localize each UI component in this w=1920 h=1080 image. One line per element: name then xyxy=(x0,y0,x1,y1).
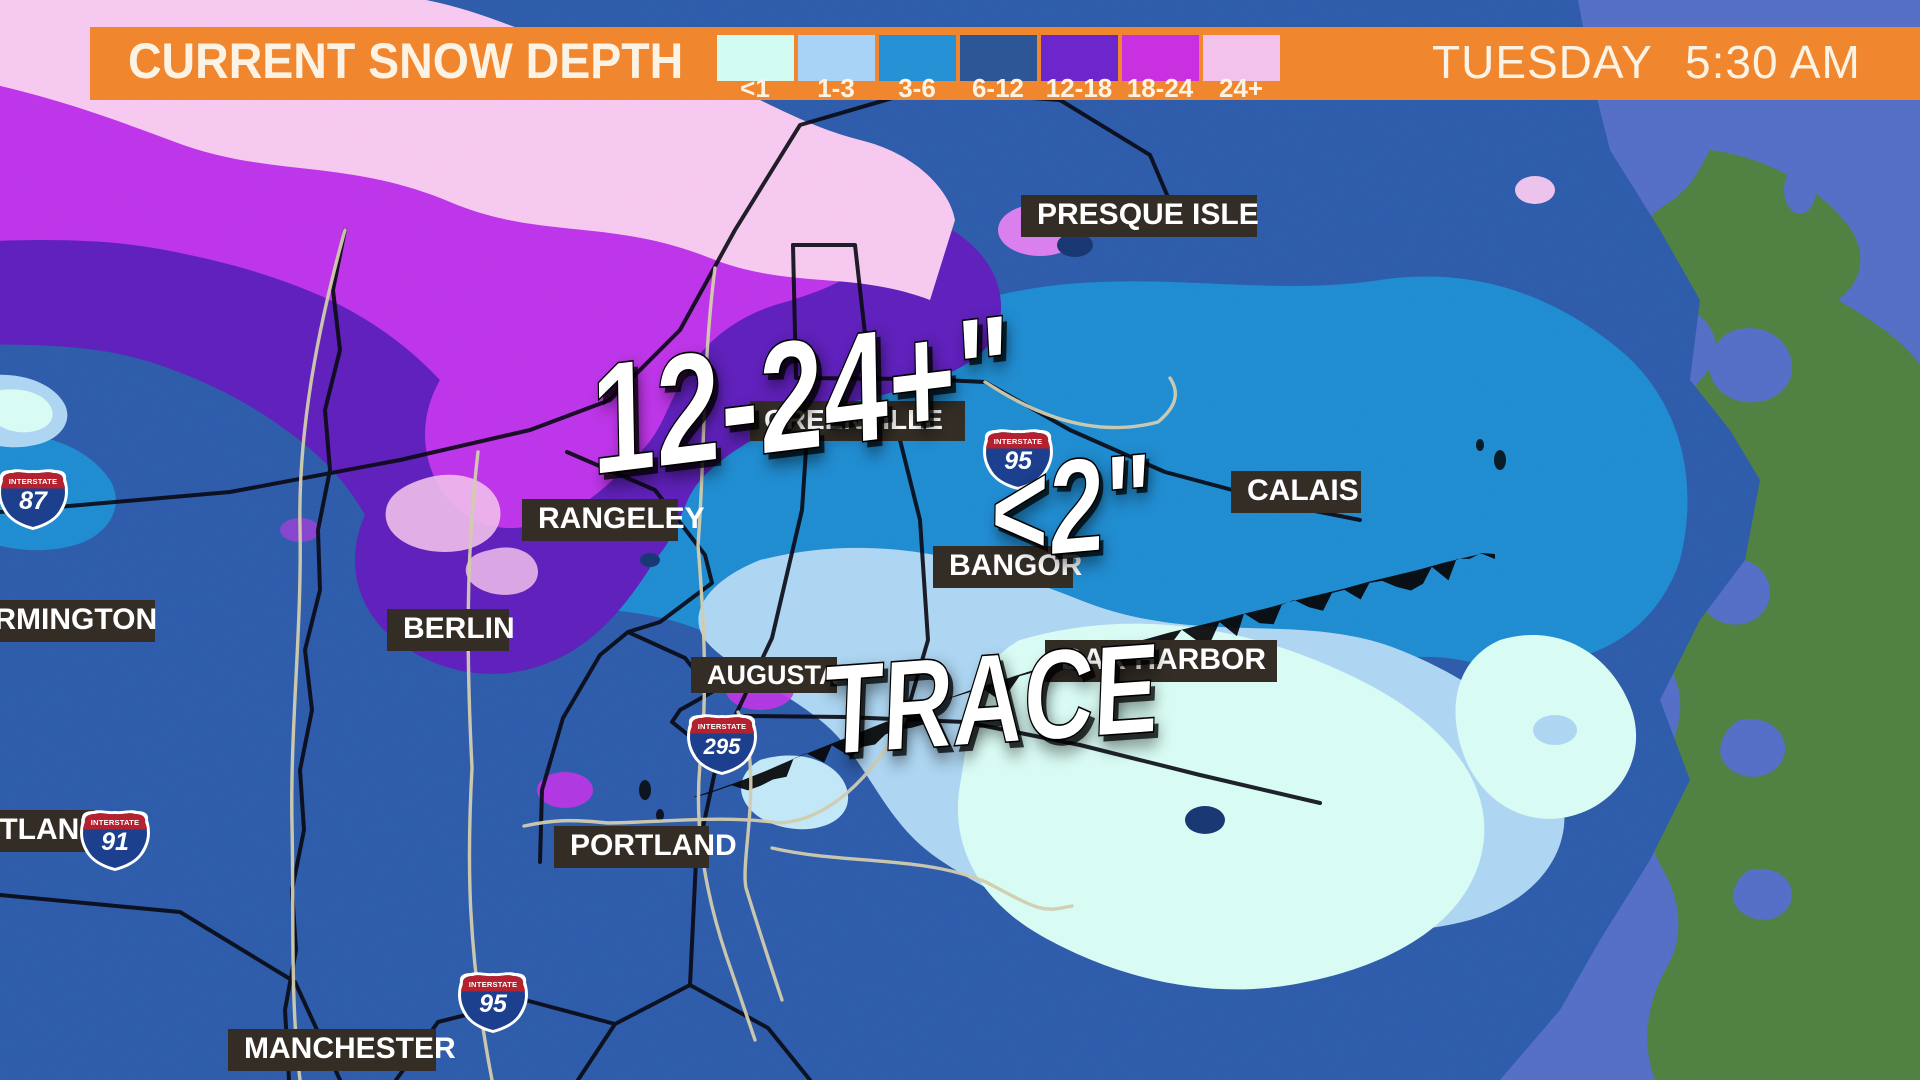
svg-text:295: 295 xyxy=(703,734,741,759)
svg-text:95: 95 xyxy=(479,990,508,1018)
svg-text:MANCHESTER: MANCHESTER xyxy=(244,1032,456,1065)
svg-text:PRESQUE ISLE: PRESQUE ISLE xyxy=(1037,198,1259,231)
svg-text:<1: <1 xyxy=(740,73,770,103)
svg-text:BERLIN: BERLIN xyxy=(403,612,515,645)
svg-text:AUGUSTA: AUGUSTA xyxy=(707,660,839,690)
svg-text:24+: 24+ xyxy=(1219,73,1263,103)
svg-text:TUESDAY: TUESDAY xyxy=(1432,36,1653,88)
svg-text:18-24: 18-24 xyxy=(1127,73,1194,103)
svg-text:87: 87 xyxy=(19,487,48,515)
svg-text:TRACE: TRACE xyxy=(821,617,1162,784)
svg-text:CALAIS: CALAIS xyxy=(1247,474,1359,507)
svg-text:PORTLAND: PORTLAND xyxy=(570,829,737,862)
svg-text:6-12: 6-12 xyxy=(972,73,1024,103)
svg-text:5:30 AM: 5:30 AM xyxy=(1685,36,1861,88)
svg-text:CURRENT SNOW DEPTH: CURRENT SNOW DEPTH xyxy=(128,33,683,89)
svg-text:FARMINGTON: FARMINGTON xyxy=(0,603,157,636)
svg-text:<2": <2" xyxy=(990,424,1153,589)
svg-text:12-18: 12-18 xyxy=(1046,73,1113,103)
svg-text:3-6: 3-6 xyxy=(898,73,936,103)
svg-text:1-3: 1-3 xyxy=(817,73,855,103)
svg-text:91: 91 xyxy=(101,828,129,856)
